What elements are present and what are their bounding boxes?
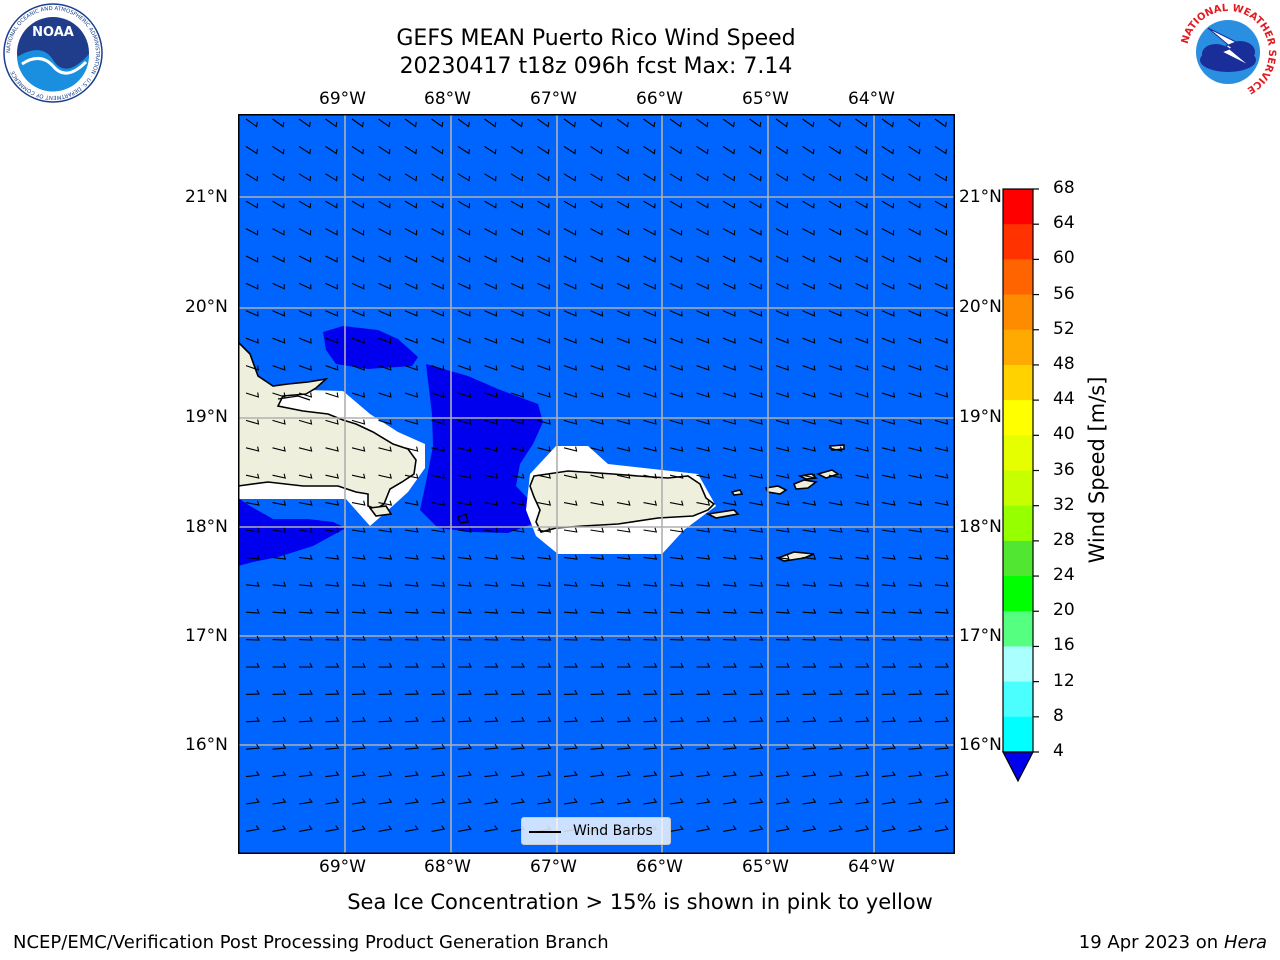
colorbar-tick-label: 64 <box>1053 213 1075 234</box>
colorbar-tick-label: 4 <box>1053 741 1064 761</box>
colorbar-segment <box>1003 646 1033 683</box>
lat-label-left: 21°N <box>185 187 228 207</box>
lat-label-left: 20°N <box>185 297 228 317</box>
landmasses <box>238 340 845 562</box>
map-title: GEFS MEAN Puerto Rico Wind Speed <box>396 26 796 51</box>
colorbar-tick-label: 32 <box>1053 494 1075 515</box>
colorbar-segment <box>1003 224 1033 260</box>
lat-label-right: 20°N <box>959 297 1002 317</box>
wind-barb-legend-line <box>529 831 561 833</box>
colorbar-tick-label: 68 <box>1053 178 1075 198</box>
lat-label-left: 19°N <box>185 407 228 427</box>
colorbar-under-triangle <box>1002 751 1034 783</box>
lat-label-right: 16°N <box>959 735 1002 755</box>
lon-label-bottom: 64°W <box>848 857 895 877</box>
lon-label-top: 67°W <box>530 89 577 109</box>
footer-branch: NCEP/EMC/Verification Post Processing Pr… <box>13 932 609 953</box>
footer-date-text: 19 Apr 2023 on <box>1078 932 1224 953</box>
colorbar-tick-label: 36 <box>1053 459 1075 480</box>
noaa-logo: NATIONAL OCEANIC AND ATMOSPHERIC ADMINIS… <box>3 3 103 103</box>
lat-label-right: 17°N <box>959 626 1002 646</box>
colorbar-tick-label: 56 <box>1053 283 1075 304</box>
graticule <box>238 114 955 854</box>
lat-label-left: 18°N <box>185 517 228 537</box>
wind-barbs <box>245 118 949 832</box>
colorbar-segment <box>1003 400 1033 436</box>
colorbar-title: Wind Speed [m/s] <box>1085 376 1109 564</box>
colorbar-segment <box>1003 435 1033 471</box>
map-subtitle: 20230417 t18z 096h fcst Max: 7.14 <box>399 54 793 79</box>
lat-label-left: 17°N <box>185 626 228 646</box>
lon-label-top: 69°W <box>319 89 366 109</box>
lon-label-top: 66°W <box>636 89 683 109</box>
noaa-logo-text: NOAA <box>32 25 74 40</box>
colorbar-tick-label: 44 <box>1053 389 1075 410</box>
nws-logo: NATIONAL WEATHER SERVICE <box>1180 3 1277 100</box>
colorbar-segment <box>1003 576 1033 612</box>
lon-label-bottom: 69°W <box>319 857 366 877</box>
legend-label: Wind Barbs <box>573 823 653 839</box>
colorbar-segment <box>1003 329 1033 366</box>
colorbar-tick-label: 20 <box>1053 600 1075 621</box>
colorbar-segment <box>1003 611 1033 647</box>
lon-label-top: 68°W <box>424 89 471 109</box>
lon-label-top: 64°W <box>848 89 895 109</box>
colorbar-tick-label: 12 <box>1053 670 1075 691</box>
vieques-land <box>705 509 740 519</box>
colorbar-segment <box>1003 259 1033 296</box>
colorbar-tick-label: 16 <box>1053 635 1075 656</box>
hispaniola-land <box>238 340 417 510</box>
colorbar-tick-label: 8 <box>1053 705 1064 726</box>
colorbar <box>1002 188 1039 783</box>
colorbar-segment <box>1003 716 1033 753</box>
colorbar-tick-label: 60 <box>1053 248 1075 269</box>
isla-saona <box>368 505 393 517</box>
lon-label-top: 65°W <box>742 89 789 109</box>
colorbar-tick-label: 24 <box>1053 565 1075 586</box>
footer-date: 19 Apr 2023 on Hera <box>1079 932 1267 953</box>
colorbar-tick-label: 48 <box>1053 353 1075 374</box>
lat-label-right: 19°N <box>959 407 1002 427</box>
colorbar-tick-label: 28 <box>1053 529 1075 550</box>
lat-label-right: 21°N <box>959 187 1002 207</box>
lat-label-right: 18°N <box>959 517 1002 537</box>
colorbar-tick-label: 40 <box>1053 424 1075 445</box>
lon-label-bottom: 68°W <box>424 857 471 877</box>
colorbar-segment <box>1003 681 1033 718</box>
wind-speed-map <box>238 114 955 854</box>
colorbar-segment <box>1003 470 1033 507</box>
lon-label-bottom: 66°W <box>636 857 683 877</box>
colorbar-segment <box>1003 364 1033 401</box>
lon-label-bottom: 65°W <box>742 857 789 877</box>
colorbar-segment <box>1003 189 1033 225</box>
footer-machine: Hera <box>1223 932 1267 953</box>
lat-label-left: 16°N <box>185 735 228 755</box>
colorbar-segment <box>1003 505 1033 542</box>
map-legend: Wind Barbs <box>521 817 671 845</box>
sea-ice-caption: Sea Ice Concentration > 15% is shown in … <box>347 890 933 914</box>
colorbar-tick-label: 52 <box>1053 318 1075 339</box>
colorbar-segment <box>1003 294 1033 331</box>
colorbar-segment <box>1003 540 1033 577</box>
map-frame <box>238 114 955 854</box>
lon-label-bottom: 67°W <box>530 857 577 877</box>
